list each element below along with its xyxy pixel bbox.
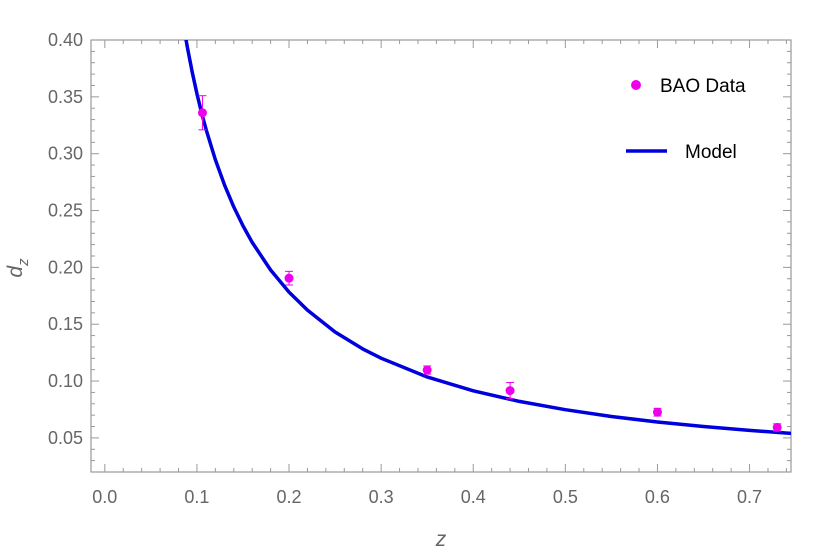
legend: BAO Data Model — [626, 76, 746, 163]
y-tick-label: 0.30 — [48, 144, 83, 164]
y-axis-title: dz — [4, 258, 32, 278]
legend-marker-bao-data — [631, 80, 641, 90]
data-point — [652, 407, 662, 417]
axis-ticks — [91, 39, 791, 473]
y-tick-label: 0.25 — [48, 201, 83, 221]
data-point — [197, 108, 207, 118]
data-point — [505, 386, 515, 396]
x-tick-label: 0.2 — [277, 487, 302, 507]
bao-data-layer — [197, 95, 782, 432]
x-tick-label: 0.5 — [553, 487, 578, 507]
axis-tick-labels: 0.0 0.1 0.2 0.3 0.4 0.5 0.6 0.7 0.05 0.10 0.15 0.20… — [48, 30, 762, 507]
y-axis-title-main: d — [4, 265, 27, 278]
x-tick-label: 0.1 — [184, 487, 209, 507]
y-axis-title-subscript: z — [15, 258, 32, 267]
x-tick-label: 0.4 — [461, 487, 486, 507]
x-tick-label: 0.3 — [369, 487, 394, 507]
data-point — [772, 422, 782, 432]
y-tick-label: 0.05 — [48, 428, 83, 448]
y-tick-label: 0.35 — [48, 87, 83, 107]
data-point — [422, 365, 432, 375]
x-axis-title: z — [435, 528, 447, 547]
model-curve-layer — [184, 40, 791, 436]
y-tick-label: 0.40 — [48, 30, 83, 50]
model-curve — [184, 40, 791, 436]
x-tick-label: 0.0 — [92, 487, 117, 507]
legend-label-model: Model — [685, 142, 737, 163]
y-tick-label: 0.20 — [48, 257, 83, 277]
plot-frame — [90, 39, 792, 473]
x-tick-label: 0.6 — [645, 487, 670, 507]
x-tick-label: 0.7 — [737, 487, 762, 507]
y-tick-label: 0.10 — [48, 371, 83, 391]
data-point — [284, 273, 294, 283]
y-tick-label: 0.15 — [48, 314, 83, 334]
legend-label-bao-data: BAO Data — [660, 76, 746, 97]
